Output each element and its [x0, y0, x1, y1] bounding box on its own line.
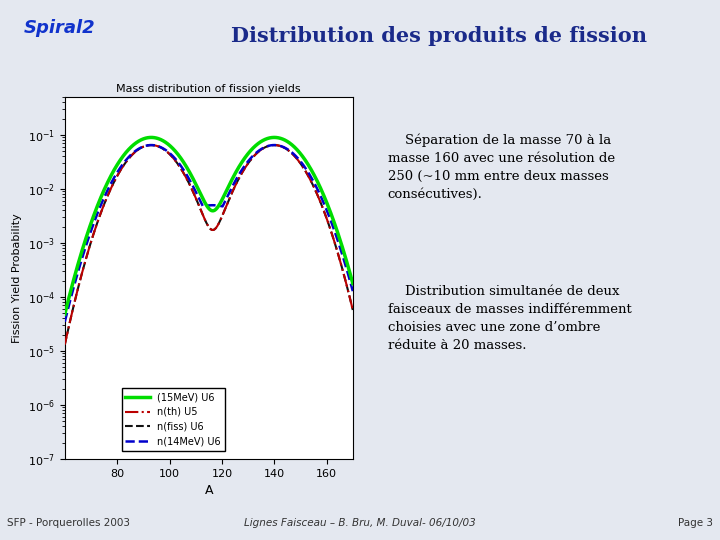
- n(th) U5: [193, 198, 202, 205]
- n(fiss) U6: [348, 307, 357, 313]
- n(14MeV) U6: [75, 264, 84, 270]
- Text: Lignes Faisceau – B. Bru, M. Duval- 06/10/03: Lignes Faisceau – B. Bru, M. Duval- 06/1…: [244, 518, 476, 528]
- Line: n(th) U5: n(th) U5: [65, 145, 353, 345]
- (15MeV) U6: [60, 311, 69, 318]
- n(th) U5: [287, 150, 296, 157]
- X-axis label: A: A: [204, 484, 213, 497]
- n(14MeV) U6: [348, 288, 357, 294]
- n(th) U5: [341, 274, 349, 281]
- (15MeV) U6: [341, 251, 349, 258]
- Legend: (15MeV) U6, n(th) U5, n(fiss) U6, n(14MeV) U6: (15MeV) U6, n(th) U5, n(fiss) U6, n(14Me…: [122, 388, 225, 450]
- n(th) U5: [200, 217, 209, 223]
- Line: n(14MeV) U6: n(14MeV) U6: [65, 145, 353, 322]
- Text: Spiral2: Spiral2: [24, 19, 95, 37]
- (15MeV) U6: [193, 184, 202, 190]
- Text: Séparation de la masse 70 à la
masse 160 avec une résolution de
250 (~10 mm entr: Séparation de la masse 70 à la masse 160…: [387, 133, 615, 201]
- Title: Mass distribution of fission yields: Mass distribution of fission yields: [117, 84, 301, 93]
- n(th) U5: [75, 279, 84, 286]
- n(fiss) U6: [340, 274, 348, 280]
- Text: Distribution des produits de fission: Distribution des produits de fission: [231, 26, 647, 46]
- Y-axis label: Fission Yield Probability: Fission Yield Probability: [12, 213, 22, 343]
- (15MeV) U6: [75, 256, 84, 262]
- n(fiss) U6: [270, 142, 279, 149]
- Line: (15MeV) U6: (15MeV) U6: [65, 137, 353, 314]
- Text: Page 3: Page 3: [678, 518, 713, 528]
- n(fiss) U6: [200, 217, 209, 223]
- n(th) U5: [60, 341, 69, 348]
- n(14MeV) U6: [270, 142, 279, 149]
- n(14MeV) U6: [200, 202, 209, 209]
- n(14MeV) U6: [340, 259, 348, 265]
- (15MeV) U6: [348, 280, 357, 287]
- Text: Distribution simultanée de deux
faisceaux de masses indifféremment
choisies avec: Distribution simultanée de deux faisceau…: [387, 285, 631, 352]
- Text: SFP - Porquerolles 2003: SFP - Porquerolles 2003: [7, 518, 130, 528]
- (15MeV) U6: [340, 251, 348, 258]
- (15MeV) U6: [200, 199, 209, 206]
- n(14MeV) U6: [341, 259, 349, 266]
- n(fiss) U6: [341, 274, 349, 281]
- n(th) U5: [348, 307, 357, 313]
- Line: n(fiss) U6: n(fiss) U6: [65, 145, 353, 345]
- n(14MeV) U6: [287, 149, 296, 156]
- n(th) U5: [270, 142, 279, 149]
- n(fiss) U6: [60, 341, 69, 348]
- n(14MeV) U6: [193, 192, 202, 198]
- n(th) U5: [340, 274, 348, 280]
- (15MeV) U6: [270, 134, 279, 140]
- n(fiss) U6: [193, 198, 202, 205]
- (15MeV) U6: [287, 141, 296, 148]
- n(fiss) U6: [75, 279, 84, 286]
- n(fiss) U6: [287, 150, 296, 157]
- n(14MeV) U6: [60, 319, 69, 325]
